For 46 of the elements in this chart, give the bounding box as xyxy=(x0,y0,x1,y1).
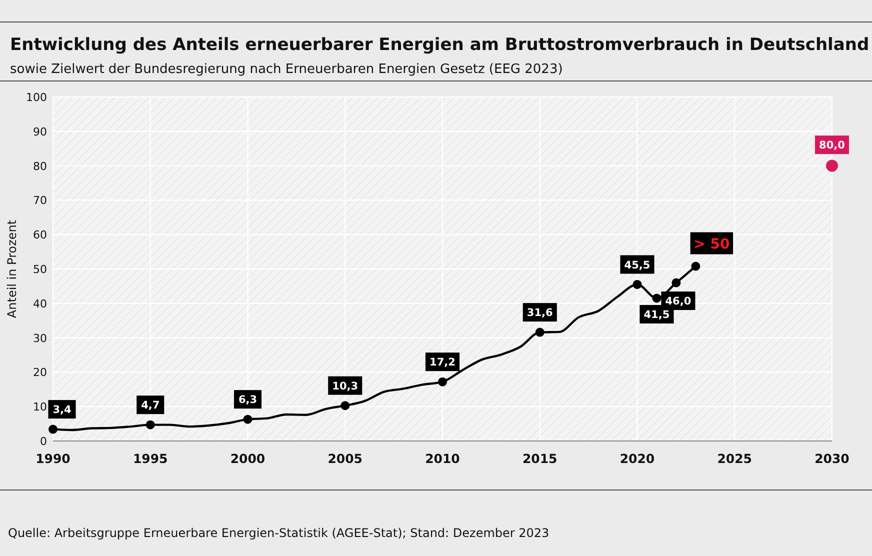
point xyxy=(826,160,838,172)
data-label: 31,6 xyxy=(526,307,553,320)
y-tick-label: 100 xyxy=(26,91,47,104)
x-tick-label: 2020 xyxy=(620,451,655,466)
y-tick-label: 30 xyxy=(33,332,47,345)
x-tick-label: 2025 xyxy=(717,451,752,466)
x-tick-label: 2005 xyxy=(328,451,363,466)
x-tick-label: 2000 xyxy=(230,451,266,466)
chart-subtitle: sowie Zielwert der Bundesregierung nach Erneuerbaren Energien Gesetz (EEG 2023) xyxy=(10,62,563,77)
y-tick-label: 90 xyxy=(33,125,47,138)
data-label: 80,0 xyxy=(819,140,845,152)
point xyxy=(672,278,681,288)
point xyxy=(535,328,544,337)
data-label: 3,4 xyxy=(52,404,72,416)
data-label: 17,2 xyxy=(430,356,456,369)
source-note: Quelle: Arbeitsgruppe Erneuerbare Energien-Statistik (AGEE-Stat); Stand: Dezember 2023 xyxy=(8,526,550,540)
y-tick-label: 80 xyxy=(33,160,47,173)
data-label: 4,7 xyxy=(141,400,160,412)
data-label: 10,3 xyxy=(332,380,358,392)
y-tick-label: 40 xyxy=(33,297,47,310)
point xyxy=(146,420,155,430)
point xyxy=(48,424,58,434)
x-tick-label: 1995 xyxy=(132,451,168,466)
x-tick-label: 2030 xyxy=(814,451,850,466)
point xyxy=(652,294,662,303)
point xyxy=(632,280,642,289)
data-label: 46,0 xyxy=(665,296,692,308)
data-label: > 50 xyxy=(694,236,730,252)
data-label: 41,5 xyxy=(644,309,670,322)
y-tick-label: 20 xyxy=(33,366,47,380)
y-tick-label: 60 xyxy=(33,228,47,242)
y-axis-title: Anteil in Prozent xyxy=(5,220,19,318)
x-tick-label: 2015 xyxy=(522,451,558,466)
y-tick-label: 50 xyxy=(33,263,47,276)
y-tick-label: 10 xyxy=(33,400,47,414)
point xyxy=(243,414,252,424)
data-label: 45,5 xyxy=(624,259,650,272)
point xyxy=(438,377,447,386)
point xyxy=(691,262,700,271)
y-tick-label: 0 xyxy=(40,435,47,448)
point xyxy=(340,401,350,410)
chart-title: Entwicklung des Anteils erneuerbarer Energien am Bruttostromverbrauch in Deutschland xyxy=(10,35,870,55)
y-tick-label: 70 xyxy=(33,194,47,208)
x-tick-label: 1990 xyxy=(36,451,71,466)
x-tick-label: 2010 xyxy=(425,451,460,466)
data-label: 6,3 xyxy=(238,394,258,406)
